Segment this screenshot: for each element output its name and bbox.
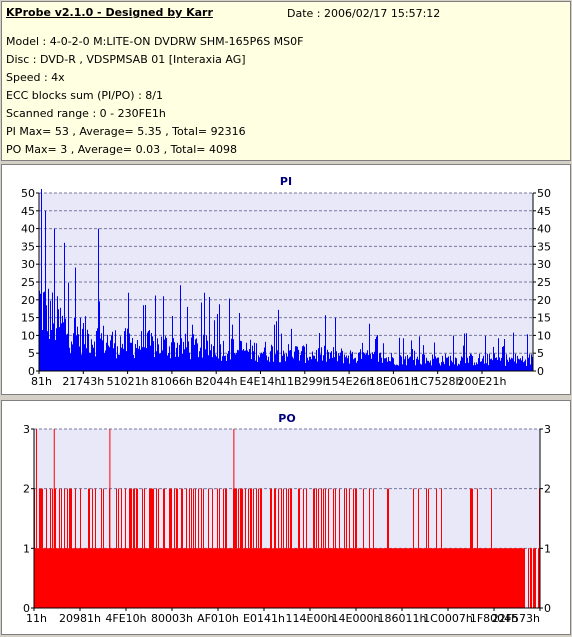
- y-tick-label: 20: [537, 294, 551, 307]
- y-tick-label: 1: [544, 542, 551, 555]
- y-tick-label: 25: [537, 276, 551, 289]
- y-tick-label: 15: [537, 312, 551, 325]
- y-tick-label: 50: [21, 187, 35, 200]
- x-tick-label: AF010h: [197, 612, 239, 625]
- x-tick-label: 81h: [31, 375, 52, 388]
- x-tick-label: 1C7528h: [413, 375, 463, 388]
- y-tick-label: 10: [21, 329, 35, 342]
- y-tick-label: 30: [21, 258, 35, 271]
- pi-chart-title: PI: [280, 175, 292, 188]
- y-tick-label: 30: [537, 258, 551, 271]
- po-chart: PO 0 0 1 1 2 2 3 3 11h 20981h 4FE10h 80003h AF010h E01…: [23, 412, 551, 625]
- y-tick-label: 2: [544, 483, 551, 496]
- y-tick-label: 15: [21, 312, 35, 325]
- y-tick-label: 0: [28, 365, 35, 378]
- y-tick-label: 35: [21, 240, 35, 253]
- x-tick-label: 14E000h: [332, 612, 381, 625]
- x-tick-label: 18E061h: [369, 375, 418, 388]
- x-tick-label: 1F8004h: [470, 612, 518, 625]
- y-tick-label: 0: [537, 365, 544, 378]
- x-tick-label: 11B299h: [280, 375, 330, 388]
- y-tick-label: 35: [537, 240, 551, 253]
- model-line: Model : 4-0-2-0 M:LITE-ON DVDRW SHM-165P…: [6, 35, 304, 48]
- x-tick-label: 1C0007h: [423, 612, 473, 625]
- po-chart-panel: PO 0 0 1 1 2 2 3 3 11h 20981h 4FE10h 80003h AF010h E01…: [1, 400, 571, 635]
- speed-line: Speed : 4x: [6, 71, 65, 84]
- y-tick-label: 25: [21, 276, 35, 289]
- y-tick-label: 40: [537, 223, 551, 236]
- x-tick-label: 21743h: [62, 375, 104, 388]
- info-panel: KProbe v2.1.0 - Designed by Karr Date : …: [1, 1, 571, 161]
- x-tick-label: 186011h: [378, 612, 427, 625]
- po-stats-line: PO Max= 3 , Average= 0.03 , Total= 4098: [6, 143, 237, 156]
- pi-chart-panel: PI 0 0 5 5 10 10 15 15 20 20 25 25 30 30 35 35 40 40 45 45 50…: [1, 164, 571, 395]
- y-tick-label: 45: [21, 205, 35, 218]
- y-tick-label: 1: [23, 542, 30, 555]
- po-chart-title: PO: [278, 412, 295, 425]
- x-tick-label: B2044h: [195, 375, 238, 388]
- scan-date: Date : 2006/02/17 15:57:12: [287, 7, 441, 20]
- x-tick-label: 200E21h: [458, 375, 507, 388]
- y-tick-label: 10: [537, 329, 551, 342]
- ecc-line: ECC blocks sum (PI/PO) : 8/1: [6, 89, 163, 102]
- y-tick-label: 20: [21, 294, 35, 307]
- y-tick-label: 5: [28, 347, 35, 360]
- range-line: Scanned range : 0 - 230FE1h: [6, 107, 166, 120]
- pi-stats-line: PI Max= 53 , Average= 5.35 , Total= 9231…: [6, 125, 246, 138]
- x-tick-label: 4FE10h: [105, 612, 146, 625]
- x-tick-label: E0141h: [243, 612, 285, 625]
- x-tick-label: 20981h: [59, 612, 101, 625]
- y-tick-label: 0: [23, 602, 30, 615]
- app-title: KProbe v2.1.0 - Designed by Karr: [6, 6, 213, 19]
- pi-chart: PI 0 0 5 5 10 10 15 15 20 20 25 25 30 30 35 35 40 40 45 45 50…: [21, 175, 551, 388]
- x-tick-label: 81066h: [151, 375, 193, 388]
- y-tick-label: 45: [537, 205, 551, 218]
- y-tick-label: 3: [23, 423, 30, 436]
- y-tick-label: 40: [21, 223, 35, 236]
- x-tick-label: 154E26h: [325, 375, 374, 388]
- y-tick-label: 0: [544, 602, 551, 615]
- x-tick-label: 51021h: [107, 375, 149, 388]
- x-tick-label: 80003h: [151, 612, 193, 625]
- y-tick-label: 50: [537, 187, 551, 200]
- x-tick-label: 22F573h: [492, 612, 540, 625]
- y-tick-label: 3: [544, 423, 551, 436]
- x-tick-label: 11h: [26, 612, 47, 625]
- x-tick-label: 114E00h: [286, 612, 335, 625]
- x-tick-label: E4E14h: [240, 375, 282, 388]
- disc-line: Disc : DVD-R , VDSPMSAB 01 [Interaxia AG…: [6, 53, 246, 66]
- y-tick-label: 5: [537, 347, 544, 360]
- y-tick-label: 2: [23, 483, 30, 496]
